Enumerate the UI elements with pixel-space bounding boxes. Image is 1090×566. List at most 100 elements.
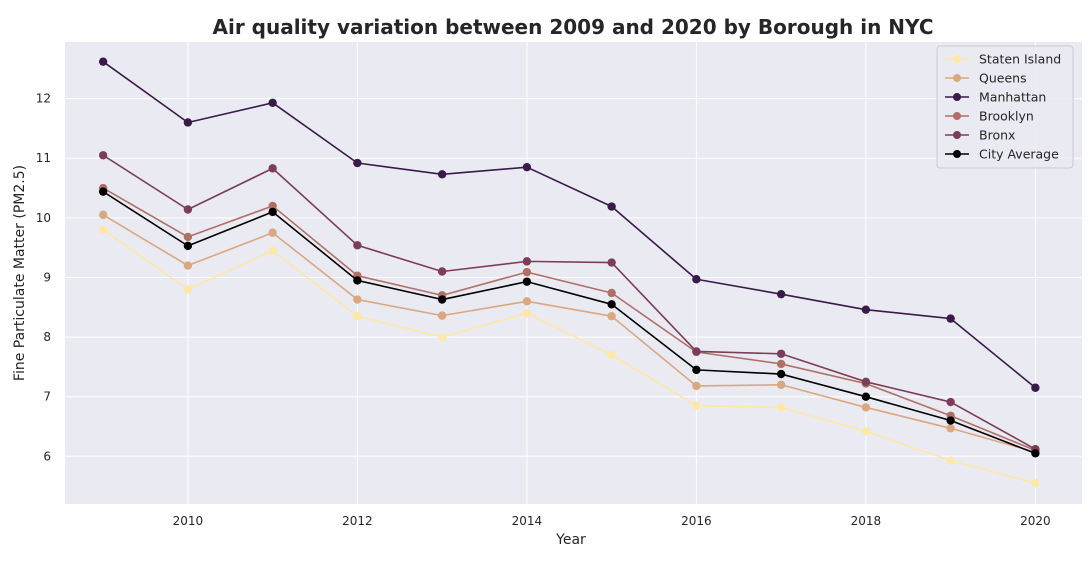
- data-point-city-average: [353, 276, 362, 285]
- data-point-staten-island: [861, 427, 871, 436]
- data-point-city-average: [183, 241, 193, 251]
- data-point-staten-island: [353, 312, 362, 321]
- y-tick-label: 8: [43, 330, 51, 344]
- x-tick-label: 2020: [1020, 514, 1051, 528]
- data-point-city-average: [437, 295, 447, 304]
- data-point-city-average: [98, 187, 108, 196]
- data-point-queens: [776, 380, 786, 389]
- data-point-manhattan: [98, 57, 108, 66]
- legend-marker: [953, 55, 961, 63]
- data-point-bronx: [183, 205, 193, 214]
- legend-item-manhattan: Manhattan: [945, 90, 1046, 105]
- data-point-city-average: [692, 365, 701, 375]
- legend-item-staten-island: Staten Island: [945, 52, 1061, 67]
- data-point-bronx: [268, 164, 277, 173]
- legend-item-brooklyn: Brooklyn: [945, 109, 1034, 124]
- legend-item-bronx: Bronx: [945, 128, 1015, 143]
- y-axis-label: Fine Particulate Matter (PM2.5): [12, 165, 28, 381]
- data-point-manhattan: [776, 289, 786, 299]
- y-tick-label: 12: [36, 92, 51, 106]
- data-point-queens: [522, 297, 532, 306]
- series-city-average: [98, 187, 1040, 458]
- data-point-brooklyn: [183, 232, 193, 242]
- data-point-city-average: [946, 416, 955, 425]
- legend-marker: [953, 150, 961, 158]
- data-point-bronx: [437, 267, 447, 276]
- data-point-manhattan: [353, 158, 362, 168]
- data-point-manhattan: [607, 202, 616, 211]
- data-point-bronx: [861, 377, 871, 386]
- data-point-bronx: [776, 349, 786, 358]
- legend-item-city-average: City Average: [945, 147, 1059, 162]
- data-point-staten-island: [692, 401, 701, 410]
- x-tick-label: 2018: [851, 514, 882, 528]
- x-tick-label: 2014: [512, 514, 543, 528]
- legend-marker: [953, 74, 961, 82]
- series-line-staten-island: [102, 229, 1036, 484]
- legend-marker: [953, 93, 961, 101]
- x-tick-label: 2012: [342, 514, 373, 528]
- series-line-brooklyn: [102, 187, 1036, 452]
- data-point-staten-island: [268, 246, 277, 255]
- data-point-manhattan: [861, 305, 871, 314]
- data-point-bronx: [946, 397, 955, 407]
- legend-marker: [953, 112, 961, 120]
- data-point-manhattan: [183, 118, 193, 127]
- data-point-bronx: [607, 258, 616, 267]
- x-axis-label: Year: [555, 532, 586, 548]
- data-point-staten-island: [607, 350, 616, 360]
- y-tick-label: 7: [43, 390, 51, 404]
- data-point-brooklyn: [776, 359, 786, 369]
- tick-labels: 2010 2012 2014 2016 2018 2020 6 7 8 9 10 11 12: [36, 92, 1051, 528]
- y-tick-label: 6: [43, 449, 51, 463]
- data-point-staten-island: [776, 403, 786, 412]
- series-line-queens: [102, 214, 1036, 453]
- data-point-staten-island: [437, 332, 447, 342]
- legend: Staten Island Queens Manhattan Brooklyn Bron…: [936, 45, 1074, 169]
- data-point-staten-island: [946, 456, 955, 465]
- data-point-queens: [692, 381, 701, 391]
- chart-title: Air quality variation between 2009 and 2…: [212, 15, 933, 39]
- legend-label: Bronx: [979, 128, 1015, 143]
- series-staten-island: [98, 225, 1040, 488]
- data-point-bronx: [98, 151, 108, 160]
- series-manhattan: [98, 57, 1040, 392]
- legend-label: Manhattan: [979, 90, 1046, 105]
- data-point-brooklyn: [607, 288, 616, 298]
- y-tick-label: 11: [36, 151, 51, 165]
- data-point-queens: [437, 311, 447, 320]
- data-point-city-average: [522, 277, 532, 286]
- series-bronx: [98, 151, 1040, 454]
- data-point-queens: [946, 424, 955, 433]
- series-line-manhattan: [102, 61, 1036, 389]
- plot-area: [65, 42, 1082, 504]
- data-point-manhattan: [522, 162, 532, 172]
- data-point-queens: [607, 312, 616, 321]
- x-tick-label: 2010: [173, 514, 204, 528]
- x-tick-label: 2016: [681, 514, 712, 528]
- legend-label: Queens: [979, 71, 1027, 86]
- legend-label: Staten Island: [979, 52, 1061, 67]
- data-point-queens: [183, 261, 193, 270]
- data-point-staten-island: [183, 285, 193, 294]
- data-point-manhattan: [437, 170, 447, 179]
- y-tick-label: 10: [36, 211, 51, 225]
- series-queens: [98, 210, 1040, 457]
- data-point-queens: [268, 228, 277, 237]
- data-point-manhattan: [268, 98, 277, 108]
- data-point-queens: [98, 210, 108, 220]
- data-point-queens: [353, 295, 362, 304]
- series-line-city-average: [102, 190, 1036, 455]
- data-point-city-average: [1031, 449, 1040, 458]
- data-point-city-average: [861, 392, 871, 401]
- data-point-staten-island: [1031, 478, 1040, 488]
- series-line-bronx: [102, 154, 1036, 450]
- data-point-city-average: [268, 207, 277, 217]
- legend-marker: [953, 131, 961, 139]
- legend-box: [936, 45, 1074, 169]
- data-point-city-average: [776, 369, 786, 379]
- legend-label: City Average: [979, 147, 1059, 162]
- legend-label: Brooklyn: [979, 109, 1034, 124]
- data-point-manhattan: [946, 314, 955, 323]
